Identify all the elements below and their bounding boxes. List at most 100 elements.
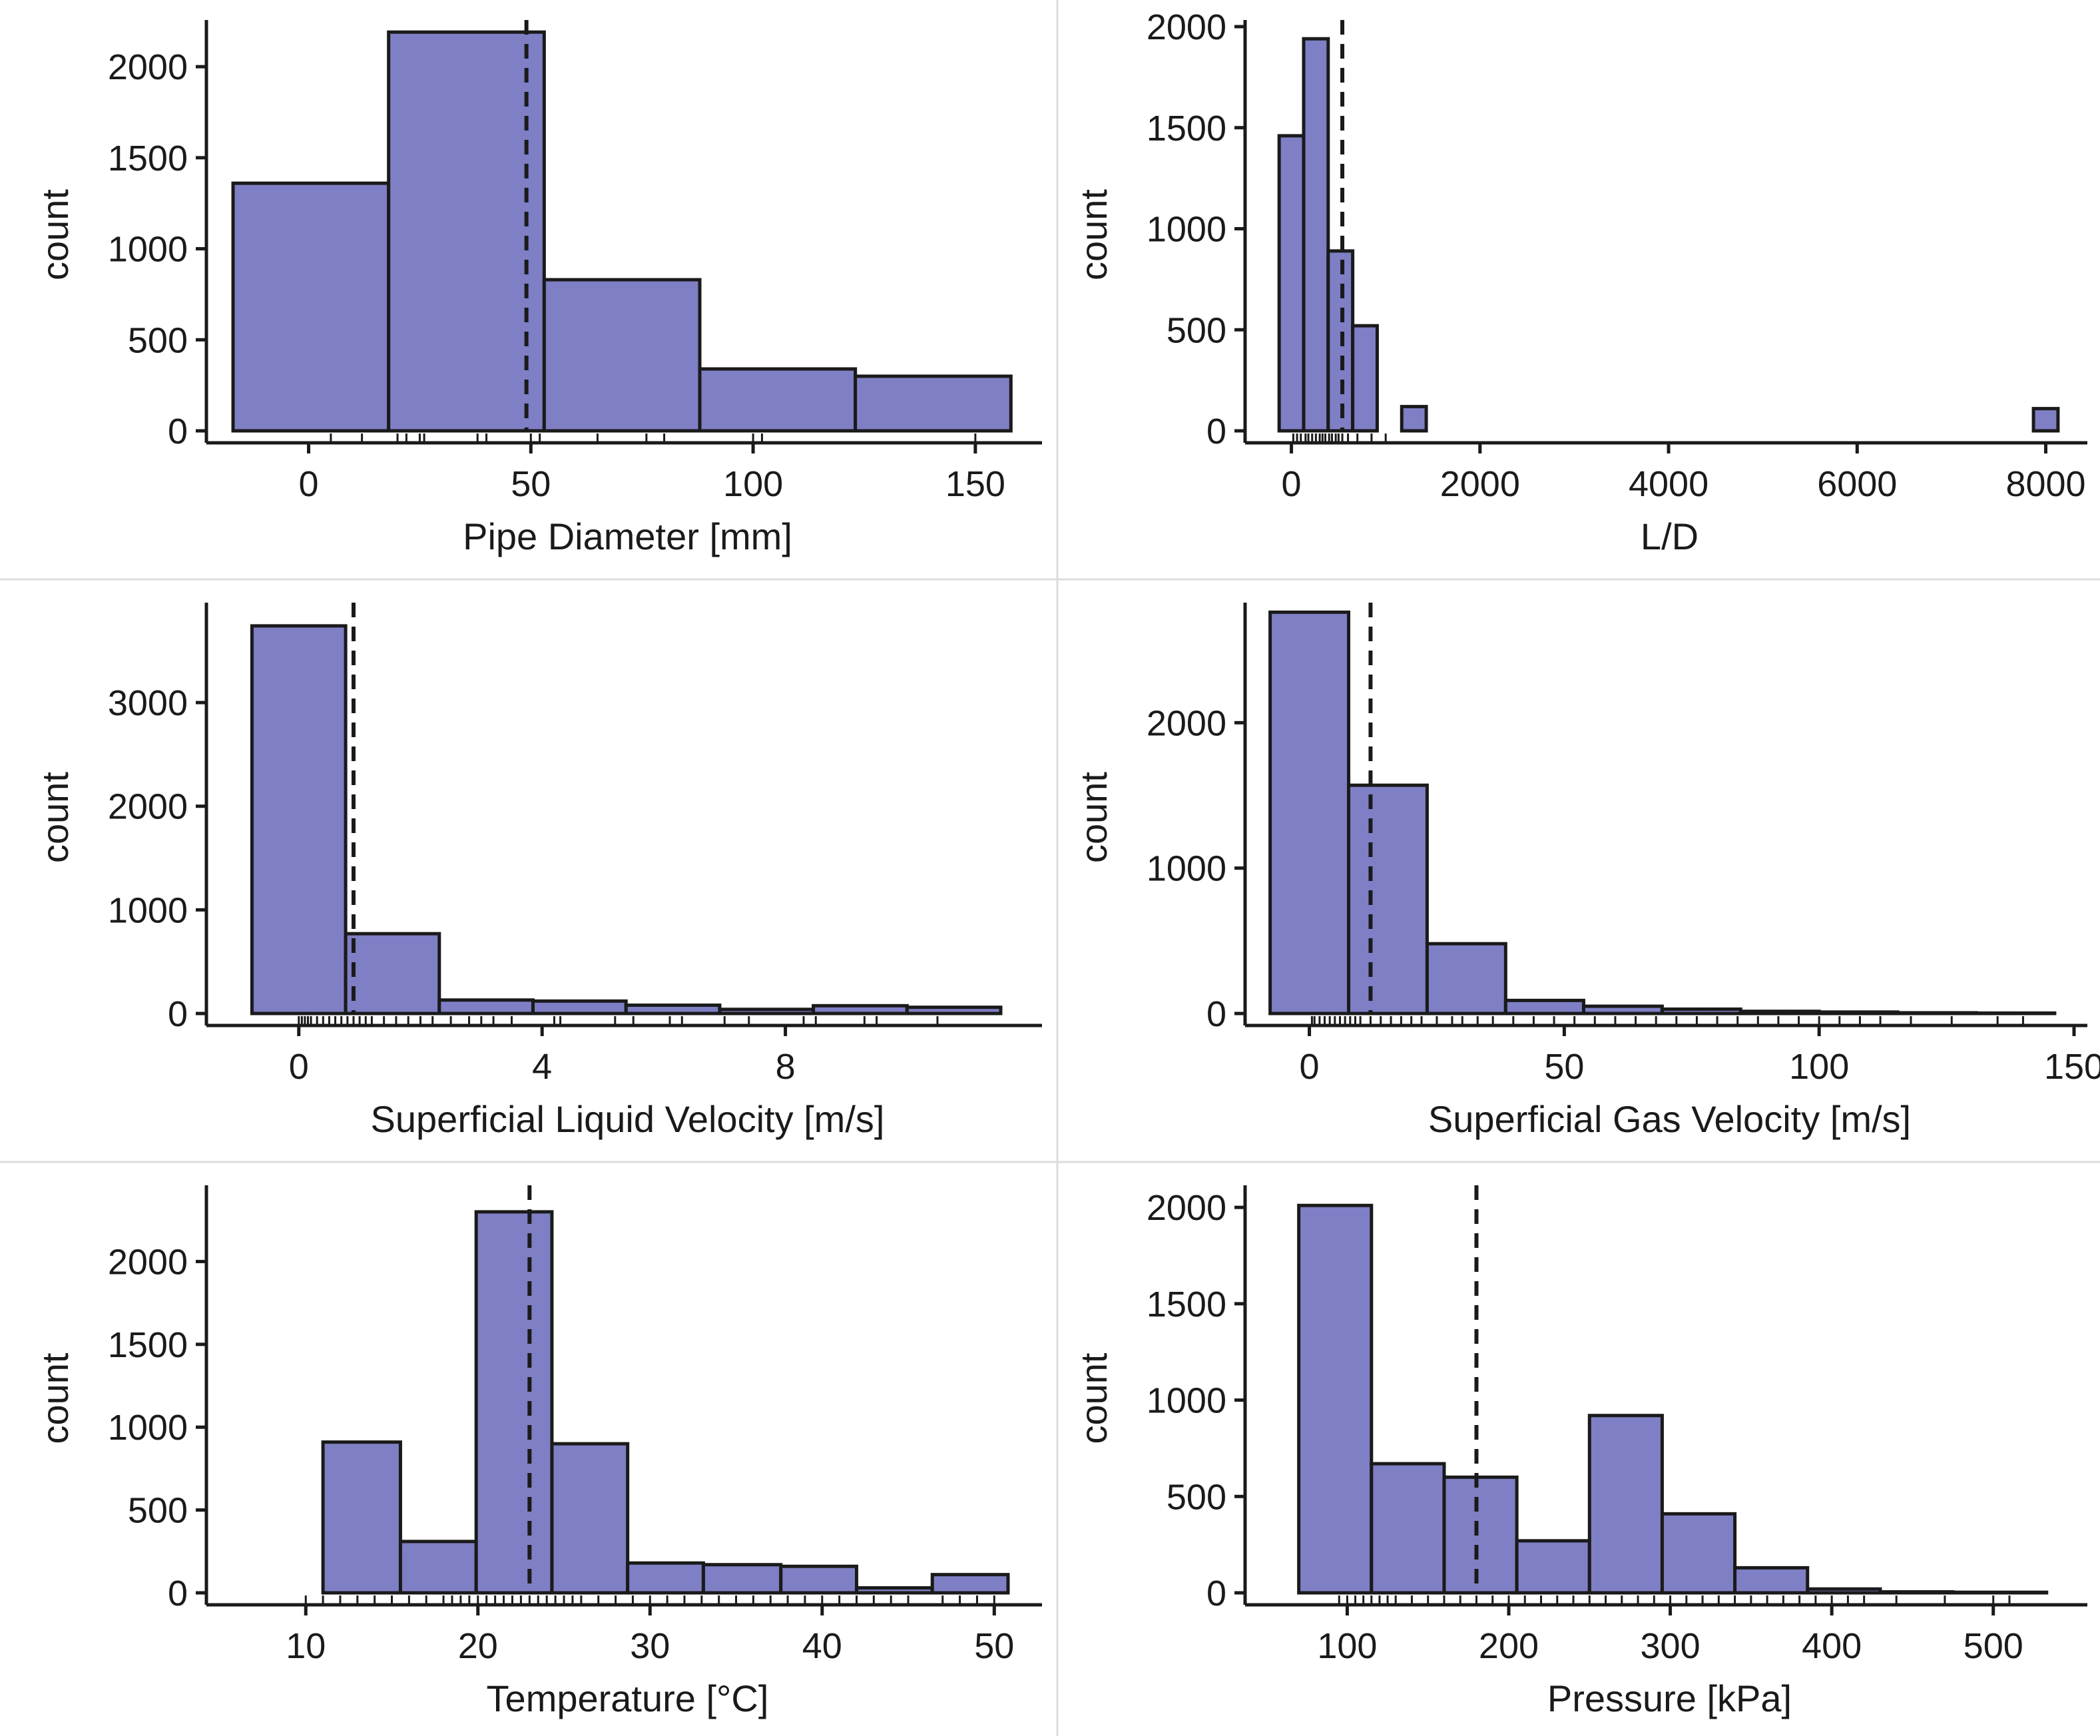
x-tick-label: 200 [1479, 1626, 1539, 1666]
y-axis-title: count [34, 772, 76, 863]
histogram-bar [854, 374, 1013, 433]
x-tick-label: 0 [289, 1047, 309, 1087]
x-axis-title: Pressure [kPa] [1547, 1677, 1792, 1719]
histogram-bar [812, 1004, 909, 1015]
histogram-bar [905, 1006, 1003, 1015]
x-axis-title: L/D [1641, 515, 1699, 557]
x-tick-label: 8000 [2005, 464, 2085, 504]
x-tick-label: 50 [1544, 1047, 1584, 1087]
histogram-bar [1738, 1010, 1821, 1015]
histogram-bar [321, 1440, 402, 1595]
histogram-bar [1587, 1414, 1664, 1595]
y-axis-title: count [34, 1352, 76, 1444]
histogram-bar [718, 1008, 816, 1015]
x-tick-label: 300 [1641, 1626, 1701, 1666]
x-tick-label: 8 [776, 1047, 796, 1087]
histogram-bar [1817, 1010, 1900, 1015]
y-tick-label: 1000 [108, 1408, 188, 1448]
x-axis-title: Superficial Liquid Velocity [m/s] [371, 1098, 885, 1140]
y-tick-label: 1000 [108, 230, 188, 270]
histogram-panel-superficial-gas-velocity: 0 50 100 150 0 1000 2000 Superficial Gas Veloci… [1073, 603, 2100, 1140]
x-tick-label: 50 [511, 464, 551, 504]
histogram-bar [550, 1442, 630, 1595]
histogram-bar [1370, 1462, 1446, 1595]
histogram-bar [1351, 324, 1379, 433]
y-tick-label: 1500 [108, 139, 188, 178]
x-tick-label: 400 [1802, 1626, 1862, 1666]
x-tick-label: 500 [1964, 1626, 2023, 1666]
histogram-bar [542, 278, 702, 433]
x-tick-label: 100 [1317, 1626, 1377, 1666]
y-tick-label: 500 [1167, 310, 1226, 350]
y-tick-label: 2000 [1147, 1188, 1226, 1228]
histogram-bar [1268, 610, 1351, 1015]
y-axis-title: count [1073, 189, 1115, 280]
histogram-bar [1581, 1004, 1664, 1015]
y-tick-label: 1000 [108, 890, 188, 930]
x-tick-label: 100 [1789, 1047, 1849, 1087]
x-tick-label: 150 [2044, 1047, 2100, 1087]
y-tick-label: 0 [1206, 412, 1226, 451]
x-tick-label: 0 [1282, 464, 1302, 504]
y-tick-label: 2000 [108, 47, 188, 87]
histogram-bar [1878, 1590, 1955, 1595]
histogram-bar [698, 367, 858, 433]
y-tick-label: 2000 [1147, 703, 1226, 743]
histogram-bar [626, 1561, 705, 1595]
x-tick-label: 4000 [1629, 464, 1708, 504]
y-axis-title: count [1073, 772, 1115, 863]
histogram-bar [930, 1573, 1010, 1595]
x-tick-label: 0 [1300, 1047, 1320, 1087]
y-tick-label: 1000 [1147, 849, 1226, 889]
x-axis-title: Superficial Gas Velocity [m/s] [1428, 1098, 1911, 1140]
y-tick-label: 1000 [1147, 1381, 1226, 1421]
y-tick-label: 1000 [1147, 210, 1226, 250]
x-tick-label: 40 [802, 1626, 842, 1666]
histogram-bar [1425, 942, 1507, 1015]
histogram-bar [2031, 407, 2060, 433]
histogram-bar [1503, 998, 1585, 1015]
histogram-bar [1297, 1203, 1374, 1595]
x-axis-title: Temperature [°C] [487, 1677, 769, 1719]
y-axis-title: count [1073, 1352, 1115, 1444]
y-axis-title: count [34, 189, 76, 280]
histogram-bar [1660, 1007, 1742, 1015]
x-tick-label: 30 [630, 1626, 670, 1666]
histogram-bar [1277, 134, 1306, 433]
histogram-bar [1660, 1512, 1737, 1595]
y-tick-label: 1500 [1147, 109, 1226, 148]
histogram-bar [344, 932, 441, 1015]
histogram-bar [1515, 1539, 1591, 1595]
x-tick-label: 10 [286, 1626, 326, 1666]
y-tick-label: 500 [1167, 1477, 1226, 1517]
y-tick-label: 500 [128, 320, 188, 360]
histogram-panel-pressure: 100 200 300 400 500 0 500 1000 1500 2000 Pressure … [1073, 1185, 2087, 1719]
histogram-panel-superficial-liquid-velocity: 0 4 8 0 1000 2000 3000 Superficial Liquid Veloc… [34, 603, 1042, 1140]
histogram-bar [1806, 1587, 1882, 1595]
histogram-bar [1951, 1590, 2049, 1595]
x-tick-label: 6000 [1817, 464, 1897, 504]
histogram-bar [531, 999, 628, 1015]
histogram-bar [387, 30, 546, 433]
x-tick-label: 20 [458, 1626, 498, 1666]
histogram-bar [701, 1563, 783, 1595]
x-tick-label: 50 [974, 1626, 1014, 1666]
histogram-bar [1302, 37, 1330, 433]
x-tick-label: 2000 [1440, 464, 1520, 504]
y-tick-label: 3000 [108, 683, 188, 723]
histogram-bar [474, 1210, 554, 1595]
histogram-bar [250, 624, 348, 1015]
histogram-bar [1400, 405, 1428, 433]
y-tick-label: 0 [1206, 1574, 1226, 1613]
histogram-bar [1733, 1566, 1810, 1595]
histogram-bar [1442, 1475, 1519, 1595]
y-tick-label: 0 [168, 412, 188, 451]
histogram-bar [624, 1004, 722, 1015]
histogram-bar [854, 1586, 934, 1595]
y-tick-label: 0 [168, 994, 188, 1034]
histogram-bar [779, 1564, 858, 1595]
